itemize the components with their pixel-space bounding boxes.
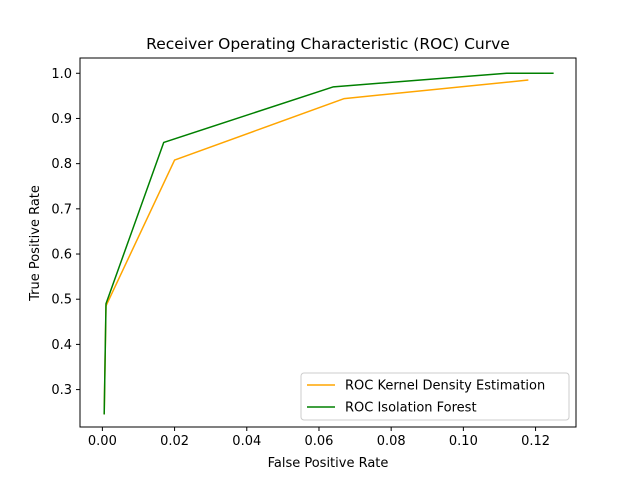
chart-title: Receiver Operating Characteristic (ROC) … <box>146 35 510 53</box>
legend-label-2: ROC Isolation Forest <box>345 401 477 416</box>
y-axis-title: True Positive Rate <box>28 185 43 302</box>
y-tick-label: 1.0 <box>51 67 72 82</box>
plot-frame <box>79 57 577 428</box>
y-tick-label: 0.9 <box>51 112 72 127</box>
series-line-2 <box>103 72 554 415</box>
y-tick-label: 0.4 <box>51 338 72 353</box>
legend: ROC Kernel Density Estimation ROC Isolati… <box>300 372 570 421</box>
y-tick-label: 0.8 <box>51 157 72 172</box>
y-tick-label: 0.5 <box>51 293 72 308</box>
plot-series <box>103 72 554 415</box>
x-tick-label: 0.08 <box>377 434 406 449</box>
x-tick-label: 0.12 <box>521 434 550 449</box>
legend-entries: ROC Kernel Density Estimation ROC Isolati… <box>307 379 545 416</box>
series-line-1 <box>103 79 529 415</box>
x-tick-label: 0.02 <box>160 434 189 449</box>
legend-frame <box>300 372 570 421</box>
y-tick-label: 0.7 <box>51 202 72 217</box>
x-tick-label: 0.06 <box>304 434 333 449</box>
x-axis: 0.00 0.02 0.04 0.06 0.08 0.10 0.12 <box>88 427 550 449</box>
x-axis-title: False Positive Rate <box>268 456 389 471</box>
y-tick-label: 0.6 <box>51 248 72 263</box>
x-tick-label: 0.00 <box>88 434 117 449</box>
y-tick-label: 0.3 <box>51 383 72 398</box>
x-tick-label: 0.10 <box>449 434 478 449</box>
legend-label-1: ROC Kernel Density Estimation <box>345 379 545 394</box>
y-axis: 0.3 0.4 0.5 0.6 0.7 0.8 0.9 1.0 <box>51 67 80 398</box>
x-tick-label: 0.04 <box>232 434 261 449</box>
